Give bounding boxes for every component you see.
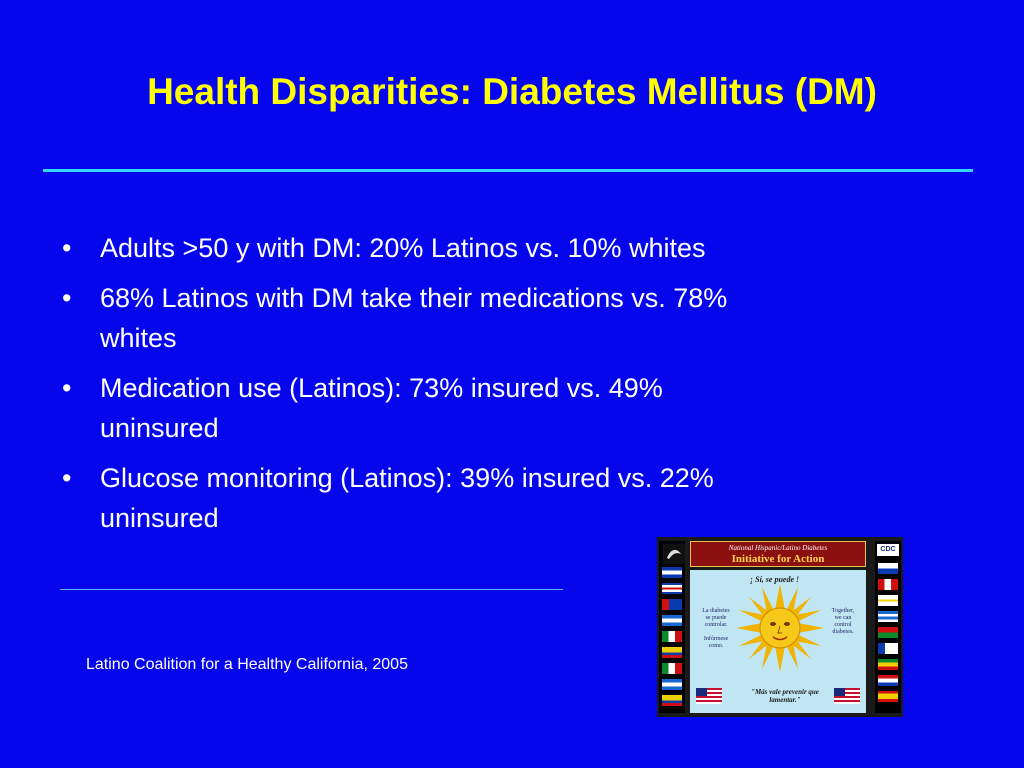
flag-column-left bbox=[659, 541, 685, 713]
bullet-text-cont: whites bbox=[100, 323, 177, 353]
bullet-list: • Adults >50 y with DM: 20% Latinos vs. … bbox=[60, 228, 920, 548]
flag-icon bbox=[878, 563, 898, 574]
poster-text-line: controlar. bbox=[704, 622, 728, 628]
flag-icon bbox=[878, 611, 898, 622]
bullet-text-cont: uninsured bbox=[100, 503, 219, 533]
poster-text-line: diabetes. bbox=[832, 629, 854, 635]
flag-icon bbox=[878, 691, 898, 702]
banner-subtitle: National Hispanic/Latino Diabetes bbox=[728, 544, 828, 552]
bullet-dot: • bbox=[62, 233, 72, 263]
flag-icon bbox=[662, 679, 682, 690]
bullet-item: • Medication use (Latinos): 73% insured … bbox=[60, 368, 920, 448]
us-flag-icon bbox=[696, 688, 722, 704]
source-citation: Latino Coalition for a Healthy Californi… bbox=[86, 656, 408, 673]
flag-icon bbox=[662, 695, 682, 706]
hhs-seal-icon bbox=[663, 544, 685, 564]
flag-column-right: CDC bbox=[875, 541, 901, 713]
bullet-dot: • bbox=[62, 463, 72, 493]
bullet-dot: • bbox=[62, 373, 72, 403]
poster-body: ¡ Sí, se puede ! La diabetes se puede co… bbox=[690, 570, 866, 713]
flag-icon bbox=[662, 583, 682, 594]
poster-quote: "Más vale prevenir que lamentar." bbox=[751, 688, 819, 704]
bullet-text: Glucose monitoring (Latinos): 39% insure… bbox=[100, 463, 714, 493]
poster-text-line: como. bbox=[708, 643, 724, 649]
footnote-divider bbox=[60, 589, 563, 590]
flag-icon bbox=[662, 615, 682, 626]
diabetes-initiative-poster: National Hispanic/Latino Diabetes Initia… bbox=[657, 537, 903, 717]
poster-text-line: control bbox=[834, 622, 852, 628]
flag-icon bbox=[662, 663, 682, 674]
title-divider bbox=[43, 169, 973, 172]
poster-text-line: Together, bbox=[831, 608, 855, 614]
bullet-dot: • bbox=[62, 283, 72, 313]
poster-text-line: Infórmese bbox=[703, 636, 729, 642]
bullet-item: • 68% Latinos with DM take their medicat… bbox=[60, 278, 920, 358]
flag-icon bbox=[662, 599, 682, 610]
poster-text-line: se puede bbox=[705, 615, 727, 621]
poster-left-text: La diabetes se puede controlar. Infórmes… bbox=[693, 608, 739, 650]
bullet-item: • Glucose monitoring (Latinos): 39% insu… bbox=[60, 458, 920, 538]
poster-text-line: we can bbox=[834, 615, 852, 621]
flag-icon bbox=[878, 595, 898, 606]
bullet-text: Medication use (Latinos): 73% insured vs… bbox=[100, 373, 663, 403]
bullet-text-cont: uninsured bbox=[100, 413, 219, 443]
sun-icon bbox=[736, 584, 824, 672]
banner-title: Initiative for Action bbox=[731, 553, 825, 565]
bullet-item: • Adults >50 y with DM: 20% Latinos vs. … bbox=[60, 228, 920, 268]
cdc-logo: CDC bbox=[877, 544, 899, 556]
bullet-text: 68% Latinos with DM take their medicatio… bbox=[100, 283, 728, 313]
flag-icon bbox=[878, 643, 898, 654]
poster-text-line bbox=[693, 629, 739, 636]
poster-banner: National Hispanic/Latino Diabetes Initia… bbox=[690, 541, 866, 567]
flag-icon bbox=[662, 567, 682, 578]
poster-slogan: ¡ Sí, se puede ! bbox=[750, 575, 800, 584]
flag-icon bbox=[878, 659, 898, 670]
us-flag-icon bbox=[834, 688, 860, 704]
bullet-text: Adults >50 y with DM: 20% Latinos vs. 10… bbox=[100, 233, 706, 263]
flag-icon bbox=[878, 675, 898, 686]
poster-text-line: La diabetes bbox=[702, 608, 730, 614]
poster-right-text: Together, we can control diabetes. bbox=[822, 608, 864, 636]
flag-icon bbox=[662, 647, 682, 658]
flag-icon bbox=[662, 631, 682, 642]
flag-icon bbox=[878, 579, 898, 590]
flag-icon bbox=[878, 627, 898, 638]
slide-title: Health Disparities: Diabetes Mellitus (D… bbox=[147, 71, 877, 112]
